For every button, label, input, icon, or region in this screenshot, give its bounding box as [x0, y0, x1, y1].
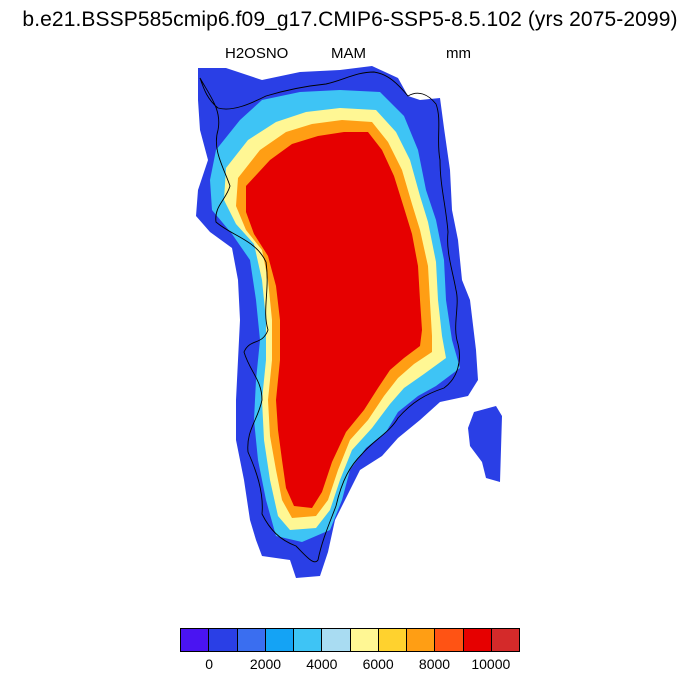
colorbar-swatch [463, 629, 492, 651]
units-label: mm [446, 45, 471, 62]
colorbar-tick-label: 8000 [418, 656, 451, 672]
colorbar-swatch [237, 629, 266, 651]
colorbar-tick-label: 0 [205, 656, 214, 672]
east-island-region [468, 406, 502, 482]
colorbar-swatch [181, 629, 210, 651]
ice-sheet-high-snow-region [246, 132, 422, 508]
colorbar [180, 628, 520, 652]
colorbar-swatch [491, 629, 519, 651]
greenland-map [196, 66, 502, 578]
colorbar-tick-label: 4000 [306, 656, 338, 672]
colorbar-swatch [435, 629, 464, 651]
colorbar-swatch [294, 629, 323, 651]
colorbar-tick-label: 6000 [362, 656, 394, 672]
variable-label: H2OSNO [225, 45, 289, 62]
colorbar-tick-label: 2000 [249, 656, 282, 672]
colorbar-swatch [209, 629, 238, 651]
colorbar-swatch [322, 629, 351, 651]
colorbar-swatch [378, 629, 407, 651]
colorbar-swatch [350, 629, 379, 651]
season-label: MAM [331, 45, 366, 62]
coastline [199, 71, 460, 563]
colorbar-swatch [407, 629, 436, 651]
colorbar-tick-label: 10000 [471, 656, 511, 672]
colorbar-swatch [265, 629, 294, 651]
plot-title: b.e21.BSSP585cmip6.f09_g17.CMIP6-SSP5-8.… [22, 8, 678, 31]
